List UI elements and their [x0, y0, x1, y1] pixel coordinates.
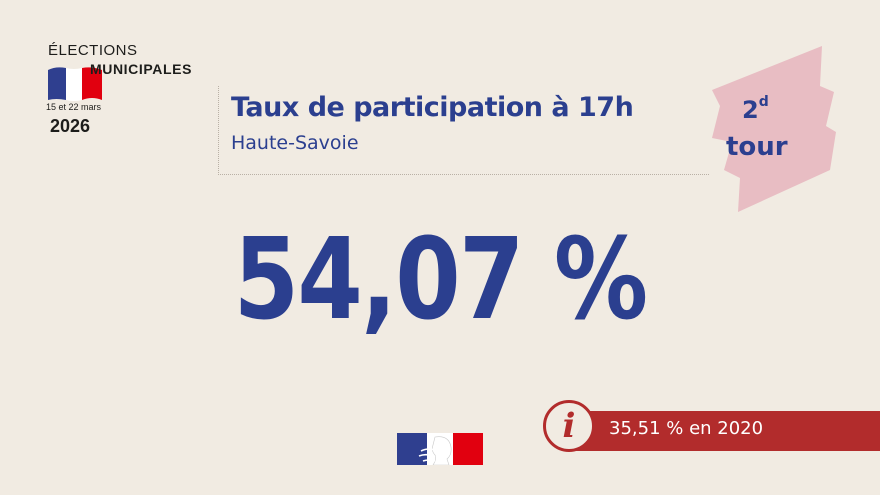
- round-number: 2d: [742, 94, 769, 124]
- logo-line-elections: ÉLECTIONS: [48, 42, 138, 59]
- round-badge: 2d tour: [698, 46, 838, 216]
- participation-rate: 54,07 %: [233, 215, 649, 345]
- title-box: Taux de participation à 17h Haute-Savoie: [218, 86, 709, 175]
- previous-rate: 35,51 % en 2020: [609, 418, 764, 439]
- round-superscript: d: [758, 94, 769, 110]
- round-word: tour: [726, 132, 788, 162]
- info-banner: i 35,51 % en 2020: [543, 400, 880, 460]
- brush-stroke-shape: [712, 46, 836, 212]
- french-flag-icon: [48, 67, 102, 101]
- page-title: Taux de participation à 17h: [231, 92, 634, 123]
- logo-line-municipales: MUNICIPALES: [90, 61, 193, 77]
- logo-dates: 15 et 22 mars: [46, 102, 102, 112]
- elections-logo: ÉLECTIONS MUNICIPALES 15 et 22 mars 2026: [46, 40, 216, 140]
- marianne-logo: [397, 433, 483, 465]
- info-icon: i: [562, 406, 576, 446]
- info-circle: [543, 400, 595, 452]
- info-bar: [573, 411, 880, 451]
- logo-year: 2026: [50, 116, 91, 136]
- department-name: Haute-Savoie: [231, 132, 359, 154]
